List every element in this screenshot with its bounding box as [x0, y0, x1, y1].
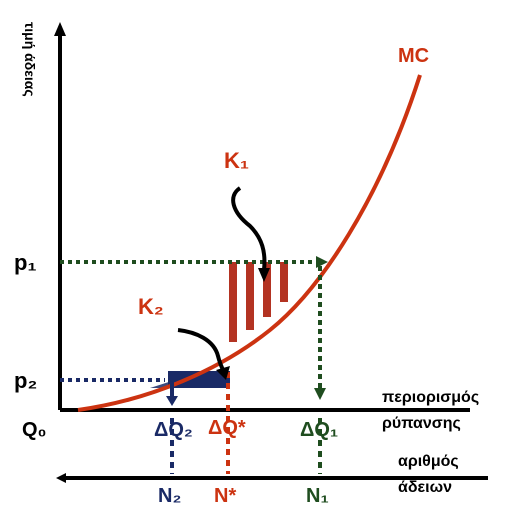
p1-label: p₁ — [14, 250, 37, 275]
n2-label: N₂ — [158, 485, 181, 507]
y-axis-label: τιμή άδειας — [22, 22, 38, 97]
p2-label: p₂ — [14, 368, 37, 393]
lower-axis-label-line1: αριθμός — [398, 453, 459, 470]
n-star-label: N* — [214, 485, 236, 507]
q2-guide-arrow — [166, 396, 178, 406]
mc-curve — [77, 74, 422, 412]
hatch-bar-3 — [263, 262, 271, 317]
hatched-area-k1 — [229, 262, 288, 342]
q1-guide-arrow — [314, 388, 326, 400]
mc-curve-label: MC — [398, 45, 429, 67]
delta-q-star-label: ΔQ* — [208, 417, 246, 439]
hatch-bar-1 — [229, 262, 237, 342]
hatch-bar-4 — [280, 262, 288, 302]
k1-label: K₁ — [224, 148, 249, 173]
k2-pointer-head — [216, 366, 230, 380]
hatch-bar-2 — [246, 262, 254, 330]
x-axis-label-line1: περιορισμός — [382, 389, 479, 406]
n1-label: N₁ — [306, 485, 329, 507]
delta-q1-label: ΔQ₁ — [300, 419, 338, 441]
delta-q2-label: ΔQ₂ — [154, 419, 193, 441]
lower-axis-label-line2: άδειων — [398, 479, 452, 496]
lower-axis-arrow — [56, 473, 66, 483]
x-axis-label-line2: ρύπανσης — [382, 415, 461, 432]
k2-label: K₂ — [138, 294, 164, 319]
y-axis-arrow — [54, 22, 66, 36]
p1-guide-arrow — [316, 256, 328, 268]
q0-label: Q₀ — [22, 419, 47, 441]
k1-pointer-head — [258, 268, 270, 282]
k1-pointer-arrow — [231, 186, 267, 271]
